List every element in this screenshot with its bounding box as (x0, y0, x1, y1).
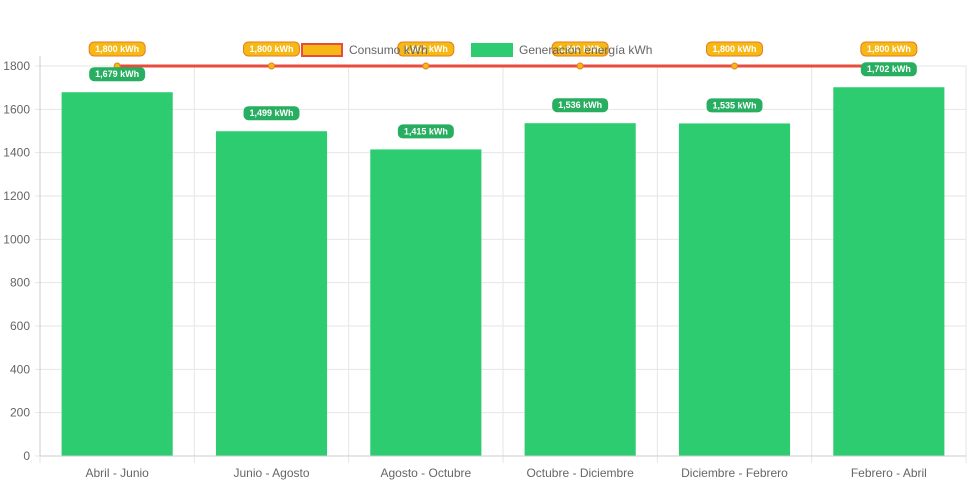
y-tick-label: 400 (10, 362, 30, 376)
bar (524, 123, 636, 456)
line-value-label-bg (551, 41, 609, 57)
line-value-label-text: 1,800 kWh (558, 44, 602, 54)
bar-value-label-text: 1,499 kWh (249, 108, 293, 118)
line-value-label-bg (860, 41, 918, 57)
line-point (422, 62, 430, 70)
line-point (576, 62, 584, 70)
line-point (731, 62, 738, 70)
bar-value-label-bg (243, 106, 300, 121)
x-tick-label: Febrero - Abril (851, 466, 927, 480)
bar-series (61, 87, 945, 457)
legend-item[interactable]: Generación energía kWh (471, 43, 652, 57)
x-tick-label: Octubre - Diciembre (526, 466, 634, 480)
y-tick-label: 1000 (3, 232, 30, 246)
legend-item[interactable]: Consumo kWh (301, 43, 428, 57)
bar-value-label-bg (860, 62, 917, 77)
axes: 0 200 400 600 800 1000 1200 1400 1600 1800 Abril -… (3, 56, 966, 480)
line-value-label-text: 1,800 kWh (249, 44, 293, 54)
bar-value-label-bg (89, 67, 146, 82)
bar (370, 149, 482, 456)
line-value-label: 1,800 kWh (706, 41, 763, 57)
line-value-label-text: 1,800 kWh (867, 44, 911, 54)
y-tick-label: 200 (10, 406, 30, 420)
line-value-label-bg (706, 41, 763, 57)
bar-value-label: 1,415 kWh (397, 124, 454, 139)
bar-value-label-bg (706, 98, 763, 113)
line-value-label-text: 1,800 kWh (404, 44, 448, 54)
legend-swatch (471, 43, 513, 57)
legend-label: Consumo kWh (349, 43, 428, 57)
x-tick-label: Junio - Agosto (233, 466, 309, 480)
line-value-label-text: 1,800 kWh (95, 44, 139, 54)
bar-value-label-bg (397, 124, 454, 139)
y-tick-label: 800 (10, 276, 30, 290)
line-value-label: 1,800 kWh (397, 41, 455, 57)
bar-value-label-text: 1,415 kWh (404, 126, 448, 136)
bar-value-label-text: 1,535 kWh (712, 100, 756, 110)
y-tick-label: 1800 (3, 59, 30, 73)
x-tick-label: Abril - Junio (85, 466, 149, 480)
line-value-label: 1,800 kWh (551, 41, 609, 57)
y-tick-label: 600 (10, 319, 30, 333)
legend-swatch (301, 43, 343, 57)
line-value-label-bg (243, 41, 300, 57)
legend[interactable]: Consumo kWh Generación energía kWh (301, 43, 652, 57)
bar (833, 87, 945, 456)
bar-value-label: 1,535 kWh (706, 98, 763, 113)
legend-label: Generación energía kWh (519, 43, 652, 57)
y-tick-label: 1400 (3, 146, 30, 160)
bar-value-label: 1,536 kWh (552, 98, 609, 113)
x-tick-label: Diciembre - Febrero (681, 466, 788, 480)
bar (215, 131, 328, 456)
bar-value-label-text: 1,702 kWh (867, 64, 911, 74)
y-tick-label: 1200 (3, 189, 30, 203)
y-tick-label: 1600 (3, 102, 30, 116)
line-value-label: 1,800 kWh (243, 41, 300, 57)
bar-value-label: 1,702 kWh (860, 62, 917, 77)
data-labels: 1,679 kWh 1,499 kWh 1,415 kWh 1,536 kWh 1,53… (88, 41, 918, 139)
y-tick-label: 0 (23, 449, 30, 463)
bar-value-label-text: 1,536 kWh (558, 100, 602, 110)
bar-value-label-text: 1,679 kWh (95, 69, 139, 79)
bar-value-label-bg (552, 98, 609, 113)
x-tick-label: Agosto - Octubre (380, 466, 471, 480)
bar (61, 92, 173, 456)
bar-value-label: 1,499 kWh (243, 106, 300, 121)
bar (678, 123, 791, 457)
line-value-label-bg (88, 41, 146, 57)
line-point (268, 62, 275, 70)
grid (35, 65, 967, 463)
line-value-label-text: 1,800 kWh (712, 44, 756, 54)
line-value-label: 1,800 kWh (88, 41, 146, 57)
line-value-label-bg (397, 41, 455, 57)
bar-value-label: 1,679 kWh (89, 67, 146, 82)
line-value-label: 1,800 kWh (860, 41, 918, 57)
